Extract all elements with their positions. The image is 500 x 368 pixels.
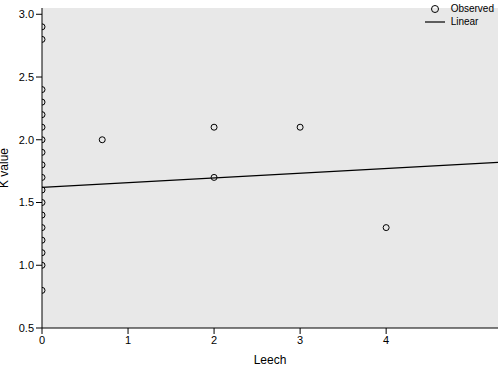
svg-text:0.5: 0.5 (19, 322, 34, 334)
svg-text:1.0: 1.0 (19, 259, 34, 271)
svg-text:Leech: Leech (254, 353, 287, 367)
svg-text:3.0: 3.0 (19, 8, 34, 20)
svg-text:K value: K value (8, 148, 11, 188)
html-text:Linear: Linear (450, 16, 479, 27)
svg-text:1: 1 (125, 334, 131, 346)
svg-text:2: 2 (211, 334, 217, 346)
html-text:Observed: Observed (450, 3, 494, 14)
svg-text:3: 3 (297, 334, 303, 346)
svg-text:0: 0 (39, 334, 45, 346)
svg-text:1.5: 1.5 (19, 196, 34, 208)
svg-text:4: 4 (383, 334, 389, 346)
svg-text:2.5: 2.5 (19, 71, 34, 83)
svg-text:2.0: 2.0 (19, 134, 34, 146)
